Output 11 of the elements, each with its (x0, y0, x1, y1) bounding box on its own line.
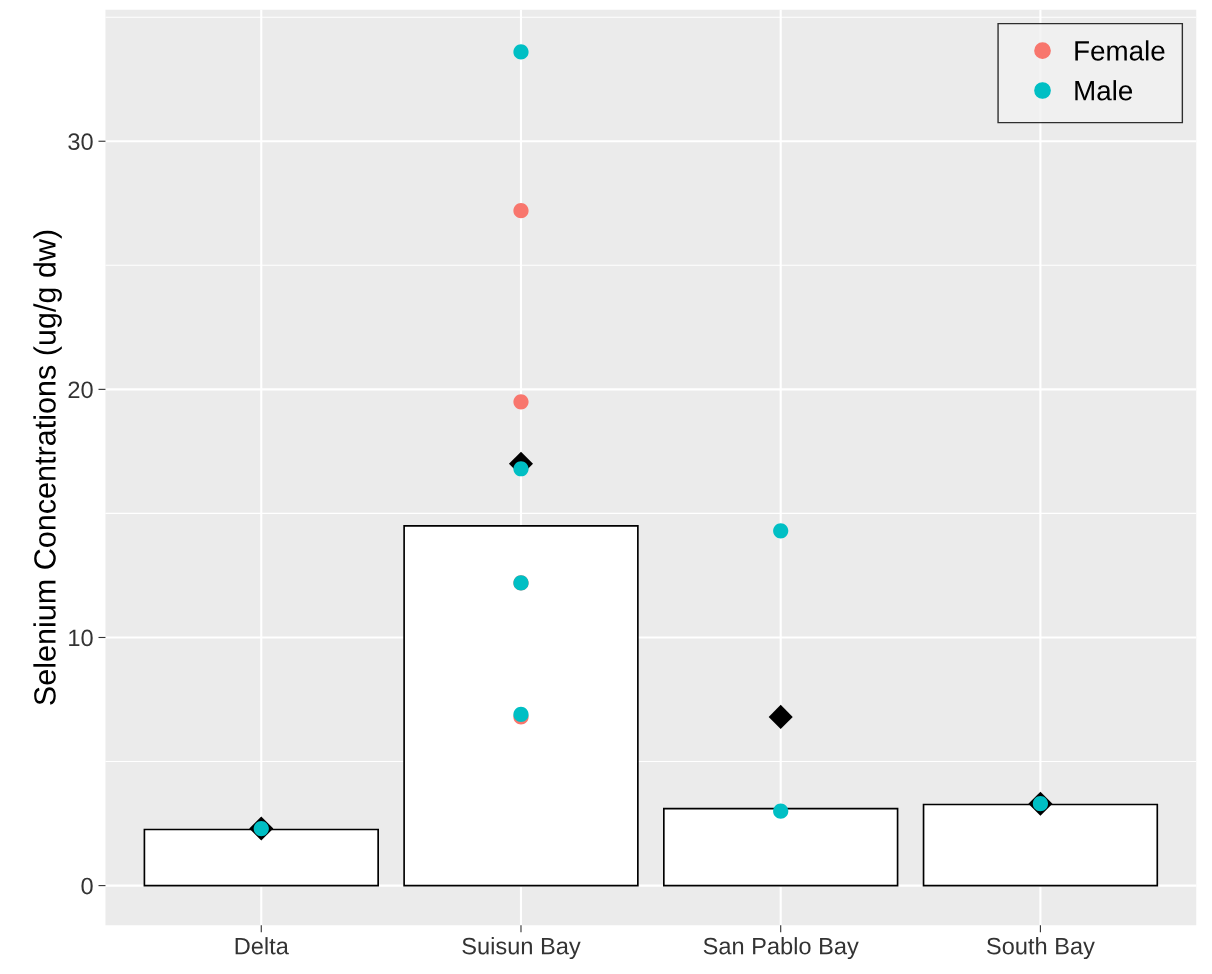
legend-label: Male (1075, 80, 1133, 101)
y-axis-title: Selenium Concentrations (ug/g dw) (33, 230, 62, 705)
y-tick-label: 0 (81, 877, 93, 895)
y-tick-label: 20 (68, 381, 93, 399)
x-tick-label: San Pablo Bay (703, 937, 859, 960)
x-tick-label: Delta (235, 937, 289, 955)
y-tick-label: 30 (68, 133, 93, 151)
y-tick-label: 10 (69, 629, 93, 647)
legend-label: Female (1075, 40, 1165, 61)
x-tick-label: Suisun Bay (462, 937, 581, 960)
x-tick-label: South Bay (987, 937, 1095, 960)
